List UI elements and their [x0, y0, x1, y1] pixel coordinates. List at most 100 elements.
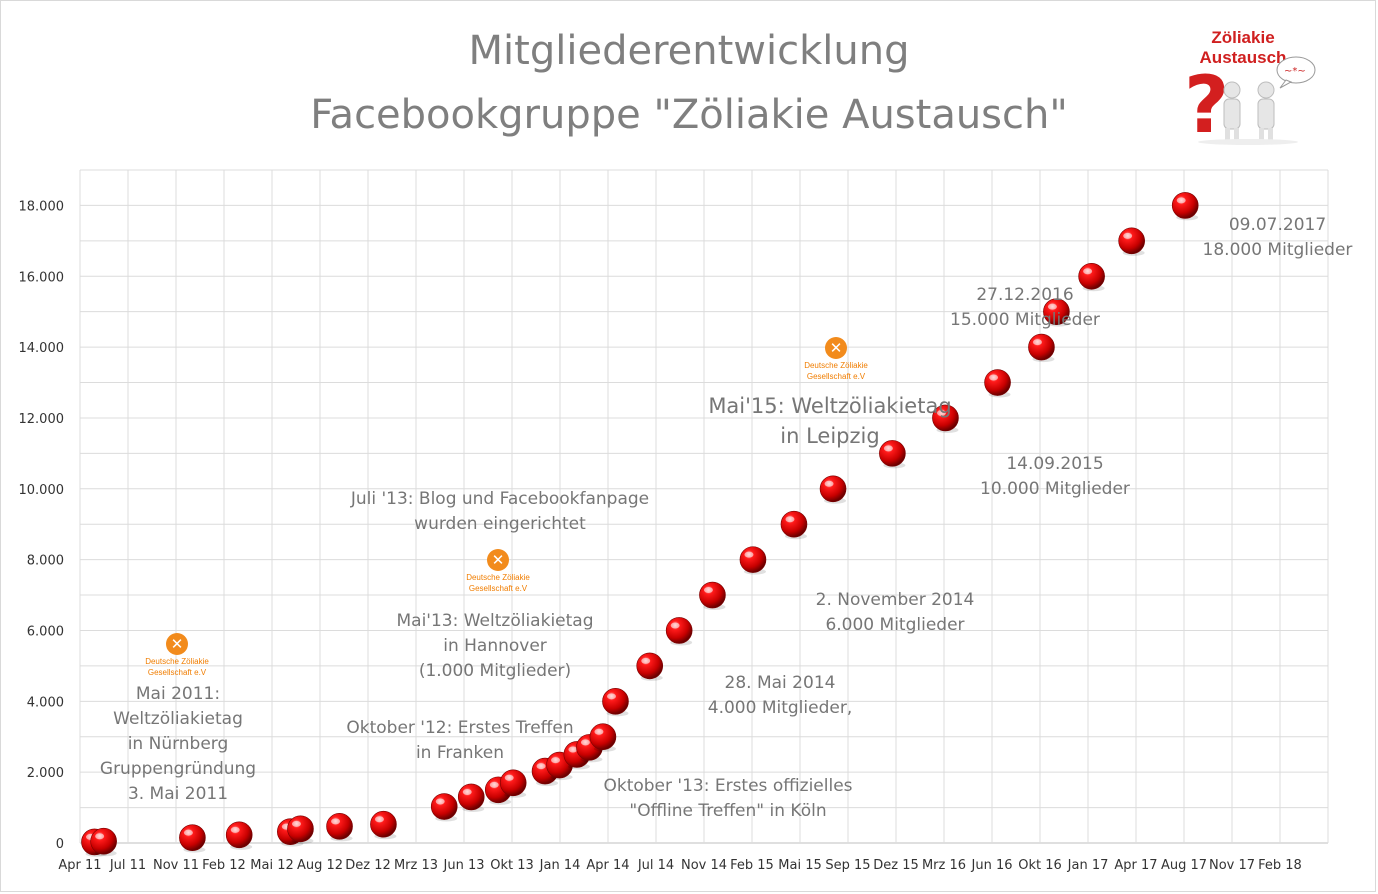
x-tick-label: Aug 12 — [297, 858, 343, 873]
annotation-oct-2012: Oktober '12: Erstes Treffen in Franken — [330, 716, 590, 766]
data-point — [602, 688, 629, 717]
x-tick-label: Okt 13 — [490, 858, 534, 873]
annotation-jul-2013: Juli '13: Blog und Facebookfanpage wurde… — [320, 487, 680, 537]
x-tick-label: Nov 14 — [681, 858, 727, 873]
svg-text:~*~: ~*~ — [1284, 66, 1306, 77]
y-tick-label: 6.000 — [27, 624, 64, 639]
annotation-line: Mai 2011: — [135, 684, 221, 704]
annotation-line: in Leipzig — [780, 424, 880, 448]
data-point — [1171, 192, 1199, 221]
annotation-line: 15.000 Mitglieder — [950, 310, 1100, 330]
annotation-line: 3. Mai 2011 — [127, 784, 229, 804]
annotation-may-2013: Mai'13: Weltzöliakietag in Hannover (1.0… — [370, 609, 620, 684]
dzg-logo-icon: ✕ — [487, 549, 509, 571]
dzg-logo-icon: ✕ — [825, 337, 847, 359]
x-tick-label: Feb 18 — [1258, 858, 1302, 873]
x-tick-label: Nov 17 — [1209, 858, 1255, 873]
axes: 0 2.000 4.000 6.000 8.000 10.000 12.000 14.000 1… — [19, 199, 1302, 873]
x-tick-label: Jul 11 — [109, 858, 146, 873]
annotation-line: (1.000 Mitglieder) — [418, 661, 572, 681]
data-point — [499, 769, 527, 798]
y-tick-label: 10.000 — [19, 483, 65, 498]
question-figures-icon: ? ~*~ — [1184, 56, 1316, 146]
annotation-oct-2013: Oktober '13: Erstes offizielles "Offline… — [588, 774, 868, 824]
annotation-dec-2016: 27.12.2016 15.000 Mitglieder — [935, 283, 1115, 333]
dzg-badge-line1: Deutsche Zöliakie — [466, 573, 530, 582]
data-point — [984, 369, 1011, 398]
annotation-line: "Offline Treffen" in Köln — [629, 801, 827, 821]
data-point — [665, 617, 693, 646]
annotation-line: 18.000 Mitglieder — [1202, 240, 1353, 260]
x-tick-label: Okt 16 — [1018, 858, 1062, 873]
dzg-badge-line2: Gesellschaft e.V — [468, 584, 528, 593]
y-tick-label: 12.000 — [19, 412, 65, 427]
data-point — [326, 813, 353, 842]
annotation-line: Mai'15: Weltzöliakietag — [708, 394, 952, 418]
x-tick-label: Jan 17 — [1067, 858, 1109, 873]
chart-title-line-1: Mitgliederentwicklung — [468, 28, 910, 74]
data-point — [1028, 333, 1055, 363]
data-point — [1078, 262, 1105, 292]
y-tick-label: 8.000 — [27, 554, 64, 569]
svg-text:?: ? — [1184, 61, 1229, 146]
dzg-logo-icon: ✕ — [166, 633, 188, 655]
data-points — [81, 192, 1199, 857]
data-point — [879, 440, 906, 469]
grid — [79, 169, 1329, 844]
annotation-line: Gruppengründung — [99, 759, 257, 779]
y-tick-label: 4.000 — [27, 695, 64, 710]
data-point — [430, 793, 458, 822]
y-tick-label: 14.000 — [19, 341, 65, 356]
annotation-line: Weltzöliakietag — [113, 709, 243, 729]
dzg-badge-2011: ✕ Deutsche Zöliakie Gesellschaft e.V — [137, 633, 217, 677]
annotation-line: 28. Mai 2014 — [724, 673, 836, 693]
annotation-may-2015: Mai'15: Weltzöliakietag in Leipzig — [690, 391, 970, 451]
data-point — [225, 821, 253, 850]
x-tick-label: Mai 12 — [250, 858, 293, 873]
data-point — [287, 815, 314, 844]
dzg-badge-line1: Deutsche Zöliakie — [145, 657, 209, 666]
data-point — [1043, 298, 1070, 327]
y-tick-label: 0 — [56, 837, 64, 852]
x-tick-label: Apr 17 — [1114, 858, 1157, 873]
x-tick-label: Apr 14 — [586, 858, 629, 873]
dzg-badge-line1: Deutsche Zöliakie — [804, 361, 868, 370]
annotation-line: Oktober '13: Erstes offizielles — [603, 776, 853, 796]
annotation-line: 2. November 2014 — [815, 590, 975, 610]
x-tick-label: Feb 12 — [202, 858, 246, 873]
data-point — [546, 751, 573, 781]
chart-title-line-2: Facebookgruppe "Zöliakie Austausch" — [310, 92, 1068, 138]
annotation-line: 4.000 Mitglieder, — [707, 698, 853, 718]
logo-text: Zöliakie Austausch — [1199, 28, 1287, 67]
dzg-badge-line2: Gesellschaft e.V — [147, 668, 207, 677]
annotation-line: 09.07.2017 — [1228, 215, 1327, 235]
annotation-sep-2015: 14.09.2015 10.000 Mitglieder — [960, 452, 1150, 502]
x-tick-label: Jun 13 — [443, 858, 485, 873]
x-tick-label: Sep 15 — [825, 858, 870, 873]
annotation-jul-2017: 09.07.2017 18.000 Mitglieder — [1190, 213, 1365, 263]
data-point — [457, 783, 485, 812]
x-tick-label: Feb 15 — [730, 858, 774, 873]
x-tick-label: Jan 14 — [539, 858, 581, 873]
x-tick-label: Aug 17 — [1161, 858, 1207, 873]
zoeliakie-austausch-logo: Zöliakie Austausch ? ~*~ — [1168, 28, 1318, 146]
data-point — [780, 510, 808, 540]
x-tick-label: Dez 15 — [873, 858, 919, 873]
x-tick-label: Jun 16 — [971, 858, 1013, 873]
x-tick-label: Apr 11 — [58, 858, 101, 873]
annotation-line: in Franken — [415, 743, 505, 763]
data-point — [932, 404, 959, 433]
annotation-line: 10.000 Mitglieder — [980, 479, 1130, 499]
x-tick-label: Jul 14 — [637, 858, 674, 873]
annotation-line: in Nürnberg — [127, 734, 229, 754]
data-point — [699, 581, 726, 611]
data-point — [819, 475, 847, 504]
x-tick-label: Nov 11 — [153, 858, 199, 873]
data-point — [589, 723, 617, 752]
annotation-may-2014: 28. Mai 2014 4.000 Mitglieder, — [690, 671, 870, 721]
annotation-may-2011: Mai 2011: Weltzöliakietag in Nürnberg Gr… — [78, 682, 278, 807]
data-point — [90, 827, 117, 857]
x-tick-label: Mrz 16 — [922, 858, 966, 873]
